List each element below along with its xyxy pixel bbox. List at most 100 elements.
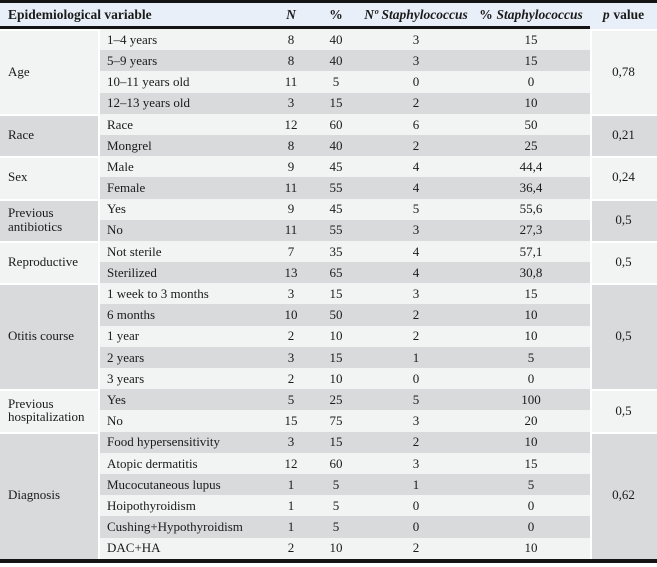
percent-cell: 40 [312,29,360,51]
variable-cell: Not sterile [100,240,270,263]
n-staphylococcus-cell: 3 [360,29,472,51]
percent-cell: 15 [312,431,360,453]
variable-cell: Mucocutaneous lupus [100,473,270,496]
n-staphylococcus-cell: 0 [360,495,472,517]
p-value-cell: 0,5 [590,283,657,390]
percent-staphylococcus-cell: 25 [472,134,590,157]
n-staphylococcus-cell: 6 [360,113,472,135]
percent-staphylococcus-cell: 10 [472,537,590,559]
percent-staphylococcus-cell: 15 [472,452,590,474]
n-staphylococcus-cell: 3 [360,283,472,305]
variable-cell: Hoipothyroidism [100,495,270,517]
n-cell: 13 [270,262,312,284]
table-row: 6 months 10 50 2 10 [0,304,657,326]
percent-cell: 15 [312,283,360,305]
n-cell: 1 [270,516,312,538]
group-label: Sex [0,156,100,199]
header-row: Epidemiological variable N % Nº Staphylo… [0,3,657,29]
table-row: Age 1–4 years 8 40 3 15 0,78 [0,29,657,114]
variable-cell: 12–13 years old [100,92,270,114]
percent-staphylococcus-cell: 0 [472,516,590,538]
header-n-label: N [286,6,296,22]
table-row: Sex Male 9 45 4 44,4 0,24 [0,156,657,199]
variable-cell: 1 year [100,325,270,347]
variable-cell: Food hypersensitivity [100,431,270,453]
variable-cell: 1 week to 3 months [100,283,270,305]
percent-cell: 75 [312,410,360,432]
n-staphylococcus-cell: 1 [360,473,472,496]
group-label: Race [0,113,100,157]
n-staphylococcus-cell: 4 [360,177,472,199]
n-cell: 2 [270,325,312,347]
variable-cell: Male [100,156,270,178]
n-cell: 9 [270,198,312,220]
variable-cell: No [100,219,270,241]
variable-cell: 6 months [100,304,270,326]
percent-staphylococcus-cell: 15 [472,29,590,51]
percent-staphylococcus-cell: 27,3 [472,219,590,241]
percent-cell: 65 [312,262,360,284]
percent-staphylococcus-cell: 50 [472,113,590,135]
header-percent-label: % [329,6,343,22]
group-label: Previous antibiotics [0,198,100,241]
n-cell: 9 [270,156,312,178]
n-staphylococcus-cell: 3 [360,219,472,241]
n-staphylococcus-cell: 5 [360,198,472,220]
n-staphylococcus-cell: 4 [360,156,472,178]
variable-cell: 5–9 years [100,50,270,72]
percent-cell: 35 [312,240,360,263]
variable-cell: Yes [100,198,270,220]
percent-cell: 45 [312,156,360,178]
p-value-cell: 0,21 [590,113,657,157]
n-cell: 8 [270,50,312,72]
n-cell: 11 [270,219,312,241]
header-n: N [270,3,312,29]
percent-staphylococcus-cell: 36,4 [472,177,590,199]
table-row: Race Race 12 60 6 50 0,21 [0,113,657,157]
n-cell: 2 [270,368,312,390]
n-cell: 12 [270,113,312,135]
n-staphylococcus-cell: 2 [360,325,472,347]
n-staphylococcus-cell: 1 [360,346,472,368]
table-row: Atopic dermatitis 12 60 3 15 [0,452,657,474]
percent-staphylococcus-cell: 100 [472,389,590,411]
n-cell: 1 [270,495,312,517]
group-label: Age [0,29,100,114]
n-staphylococcus-cell: 2 [360,431,472,453]
percent-staphylococcus-cell: 20 [472,410,590,432]
percent-cell: 15 [312,92,360,114]
variable-cell: 10–11 years old [100,71,270,93]
percent-cell: 50 [312,304,360,326]
percent-staphylococcus-cell: 0 [472,495,590,517]
group-label: Reproductive [0,240,100,284]
epidemiology-table: Epidemiological variable N % Nº Staphylo… [0,3,657,559]
table-row: 10–11 years old 11 5 0 0 [0,71,657,93]
percent-staphylococcus-cell: 30,8 [472,262,590,284]
table-row: Sterilized 13 65 4 30,8 [0,262,657,284]
variable-cell: No [100,410,270,432]
header-n-staphylococcus: Nº Staphylococcus [360,3,472,29]
variable-cell: Atopic dermatitis [100,452,270,474]
table-row: Reproductive Not sterile 7 35 4 57,1 0,5 [0,240,657,284]
n-cell: 3 [270,346,312,368]
table-row: 12–13 years old 3 15 2 10 [0,92,657,114]
percent-cell: 5 [312,516,360,538]
percent-staphylococcus-cell: 0 [472,368,590,390]
n-staphylococcus-cell: 0 [360,71,472,93]
header-epidemiological-variable: Epidemiological variable [0,3,270,29]
n-staphylococcus-cell: 3 [360,452,472,474]
percent-staphylococcus-cell: 57,1 [472,240,590,263]
n-cell: 3 [270,92,312,114]
n-staphylococcus-cell: 5 [360,389,472,411]
percent-cell: 55 [312,219,360,241]
percent-cell: 5 [312,473,360,496]
n-cell: 10 [270,304,312,326]
table-row: Female 11 55 4 36,4 [0,177,657,199]
header-p-value: p value [590,3,657,29]
variable-cell: Yes [100,389,270,411]
percent-staphylococcus-cell: 10 [472,325,590,347]
percent-cell: 40 [312,134,360,157]
n-staphylococcus-cell: 2 [360,92,472,114]
p-value-cell: 0,5 [590,198,657,241]
